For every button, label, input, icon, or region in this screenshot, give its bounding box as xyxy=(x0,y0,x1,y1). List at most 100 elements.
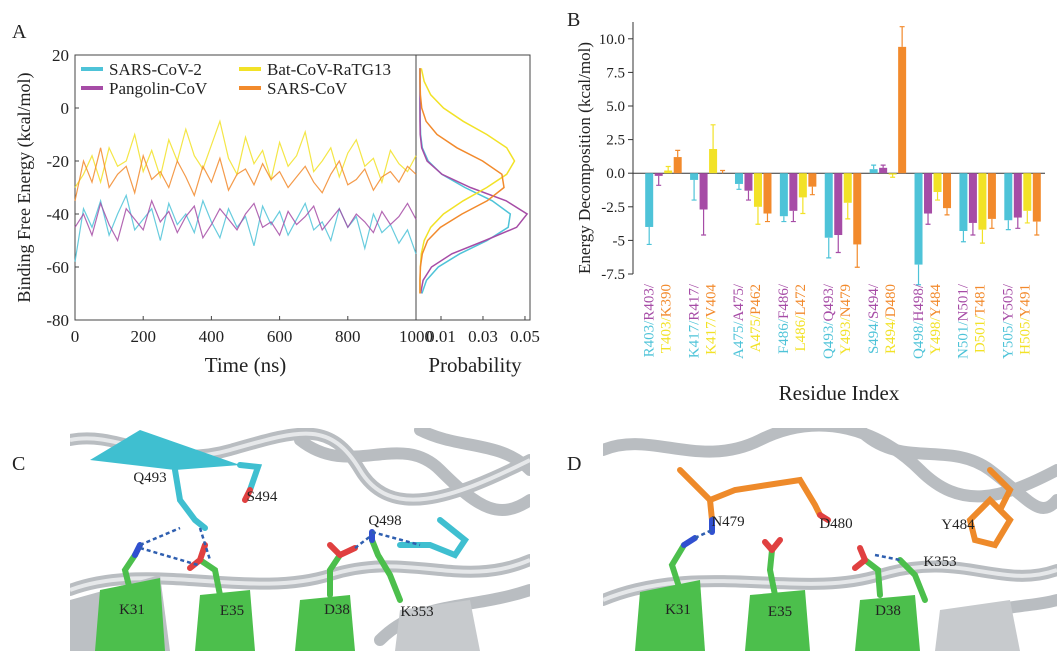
bar xyxy=(1014,173,1022,217)
bar xyxy=(988,173,996,219)
bar xyxy=(1023,173,1031,211)
series-line xyxy=(75,121,416,187)
error-bar xyxy=(692,180,697,200)
x-tick-label-part: D501/ xyxy=(973,315,989,353)
bar xyxy=(959,173,967,231)
residue-label: D38 xyxy=(875,603,901,619)
x-tick-label-part: K417/ xyxy=(686,320,702,358)
panel-letter: B xyxy=(567,9,580,31)
legend-label: SARS-CoV-2 xyxy=(109,60,202,79)
bar xyxy=(664,171,672,174)
error-bar xyxy=(810,187,815,195)
bar xyxy=(924,173,932,213)
bar xyxy=(700,173,708,209)
x-tick-label-part: S494/ xyxy=(866,318,882,354)
bar xyxy=(789,173,797,211)
series-line xyxy=(75,195,416,261)
legend-label: SARS-CoV xyxy=(267,79,348,98)
x-tick-label: 800 xyxy=(335,327,361,346)
figure: A B C D xyxy=(0,0,1057,651)
bar xyxy=(674,157,682,173)
error-bar xyxy=(701,209,706,235)
x-tick-label-part: A475/ xyxy=(731,321,747,359)
density-curve xyxy=(420,68,504,293)
error-bar xyxy=(826,238,831,258)
series-line xyxy=(75,201,416,241)
error-bar xyxy=(656,176,661,185)
x-tick-label-part: H505/ xyxy=(1018,317,1034,355)
x-tick-label-part: K417/ xyxy=(703,317,719,355)
error-bar xyxy=(1015,218,1020,229)
plot-frame xyxy=(416,55,530,320)
y-tick-label: -80 xyxy=(46,311,69,330)
panel-letter: C xyxy=(12,453,25,475)
bar xyxy=(978,173,986,229)
error-bar xyxy=(666,166,671,170)
bar xyxy=(709,149,717,173)
residue-label: Q498 xyxy=(368,513,401,529)
bar xyxy=(808,173,816,186)
error-bar xyxy=(836,235,841,252)
bar xyxy=(1033,173,1041,221)
residue-label: K31 xyxy=(119,602,145,618)
x-tick-label-part: T481 xyxy=(973,284,989,316)
error-bar xyxy=(1006,220,1011,229)
residue-label: D38 xyxy=(324,602,350,618)
residue-label: E35 xyxy=(220,603,244,619)
error-bar xyxy=(675,150,680,157)
x-tick-label-part: L472 xyxy=(793,284,809,316)
x-tick-label-part: Q498/ xyxy=(911,321,927,359)
x-tick-label-part: P462 xyxy=(748,284,764,315)
bar xyxy=(655,173,663,176)
x-tick-label-part: Y493/ xyxy=(838,317,854,355)
bar xyxy=(969,173,977,223)
bar xyxy=(834,173,842,235)
residue-label: S494 xyxy=(247,489,278,505)
x-tick-label-part: K390 xyxy=(658,284,674,317)
error-bar xyxy=(845,203,850,219)
x-tick-label: F486/F486/L486/L472 xyxy=(776,283,809,354)
bar xyxy=(879,168,887,173)
x-tick-label-part: Y491 xyxy=(1018,284,1034,317)
bar xyxy=(1004,173,1012,220)
bar xyxy=(934,173,942,192)
bar xyxy=(898,47,906,173)
y-tick-label: 20 xyxy=(52,46,69,65)
y-axis-label: Energy Decomposition (kcal/mol) xyxy=(575,42,594,274)
error-bar xyxy=(890,175,895,178)
x-tick-label: 400 xyxy=(199,327,225,346)
error-bar xyxy=(970,223,975,235)
error-bar xyxy=(736,184,741,189)
error-bar xyxy=(800,197,805,213)
x-axis-label: Time (ns) xyxy=(205,353,287,377)
x-tick-label-part: R403/ xyxy=(641,283,657,321)
error-bar xyxy=(1025,211,1030,223)
x-tick-label-part: T403/ xyxy=(658,317,674,354)
x-tick-label: S494/S494/R494/D480 xyxy=(866,283,899,354)
residue-label: Y484 xyxy=(941,517,975,533)
x-tick-label-part: S494/ xyxy=(866,283,882,319)
density-curve xyxy=(420,68,527,293)
y-tick-label: 0.0 xyxy=(606,166,625,182)
x-tick-label: 600 xyxy=(267,327,293,346)
x-tick-label: Q498/H498/Y498/Y484 xyxy=(911,283,944,359)
y-axis-label: Binding Free Energy (kcal/mol) xyxy=(14,72,35,302)
x-tick-label: 0.03 xyxy=(468,327,498,346)
error-bar xyxy=(746,191,751,200)
legend-label: Pangolin-CoV xyxy=(109,79,208,98)
error-bar xyxy=(961,231,966,242)
y-tick-label: 5.0 xyxy=(606,99,625,115)
panel-letter: A xyxy=(12,21,27,43)
bar xyxy=(744,173,752,190)
residue-label: K31 xyxy=(665,602,691,618)
residue-label: Q493 xyxy=(133,470,166,486)
x-tick-label: 0.05 xyxy=(510,327,540,346)
x-tick-label: 0.01 xyxy=(426,327,456,346)
bar xyxy=(690,173,698,180)
x-tick-label: N501/N501/D501/T481 xyxy=(956,283,989,359)
x-tick-label-part: N479 xyxy=(838,284,854,317)
x-tick-label-part: Y505/ xyxy=(1001,321,1017,359)
bar xyxy=(825,173,833,238)
y-tick-label: -20 xyxy=(46,152,69,171)
x-tick-label-part: Q493/ xyxy=(821,283,837,321)
